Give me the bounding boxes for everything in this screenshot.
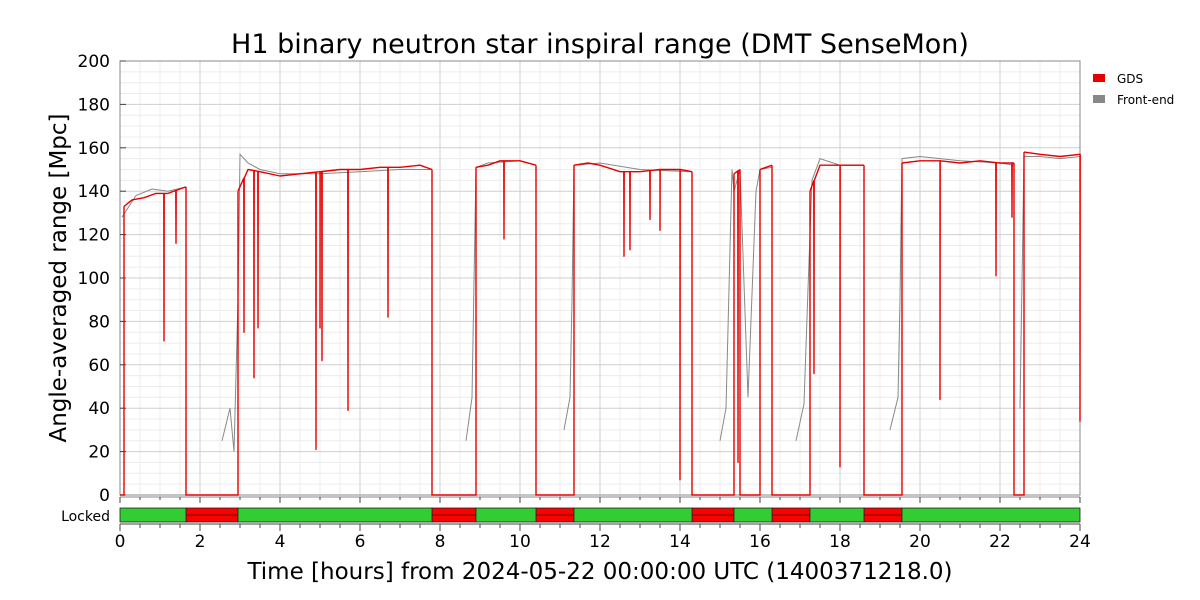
series-gds [120, 151, 1081, 496]
y-tick-label: 160 [78, 139, 110, 159]
gds-line-segment [475, 160, 537, 240]
gds-line-segment [1023, 151, 1081, 422]
gds-line-segment [901, 160, 1014, 401]
gds-dropout [1013, 152, 1025, 496]
gds-dropout [863, 163, 903, 496]
x-tick-label: 24 [1069, 532, 1091, 552]
locked-interval [733, 507, 773, 523]
locked-interval [475, 507, 537, 523]
front-end-line-segment [563, 162, 693, 430]
state-bar-label: Locked [61, 509, 110, 525]
x-tick-label: 22 [989, 532, 1011, 552]
y-tick-label: 200 [78, 52, 110, 72]
gds-dropout [185, 186, 239, 496]
front-end-line-segment [221, 153, 432, 452]
locked-interval [901, 507, 1081, 523]
legend-label-gds: GDS [1117, 72, 1143, 86]
legend-label-front-end: Front-end [1117, 93, 1174, 107]
gds-dropout [535, 165, 575, 496]
x-tick-label: 8 [435, 532, 446, 552]
gds-line-segment [809, 164, 864, 468]
gds-line-segment [237, 164, 433, 451]
legend-swatch-front-end [1093, 95, 1105, 103]
x-tick-label: 18 [829, 532, 851, 552]
gds-line-segment [733, 168, 741, 464]
locked-interval [809, 507, 865, 523]
front-end-line-segment [719, 166, 773, 441]
gds-dropout [691, 171, 735, 496]
gds-dropout [431, 167, 477, 496]
y-tick-label: 120 [78, 226, 110, 246]
x-tick-label: 20 [909, 532, 931, 552]
legend: GDS Front-end [1093, 72, 1174, 107]
y-axis-label: Angle-averaged range [Mpc] [46, 113, 72, 442]
y-tick-label: 20 [88, 443, 110, 463]
legend-swatch-gds [1093, 74, 1105, 82]
y-tick-label: 180 [78, 95, 110, 115]
front-end-line-segment [121, 186, 187, 218]
x-tick-label: 16 [749, 532, 771, 552]
x-axis-label: Time [hours] from 2024-05-22 00:00:00 UT… [246, 559, 952, 585]
chart-title: H1 binary neutron star inspiral range (D… [231, 29, 969, 60]
x-tick-label: 10 [509, 532, 531, 552]
x-tick-label: 0 [115, 532, 126, 552]
gds-line-segment [573, 162, 693, 481]
gds-start-edge [120, 206, 125, 496]
y-tick-label: 0 [99, 486, 110, 506]
locked-state-bar [119, 496, 1081, 523]
y-axis-ticks: 0 20 40 60 80 100 120 140 160 180 200 [78, 52, 126, 506]
y-tick-label: 60 [88, 356, 110, 376]
locked-interval [237, 507, 433, 523]
gds-dropout [739, 169, 761, 496]
y-tick-label: 40 [88, 399, 110, 419]
x-tick-label: 4 [275, 532, 286, 552]
y-tick-label: 140 [78, 182, 110, 202]
gds-line-segment [759, 164, 773, 171]
x-axis-ticks: 0 2 4 6 8 10 12 14 16 18 20 22 24 [115, 497, 1091, 552]
x-tick-label: 14 [669, 532, 691, 552]
locked-interval [573, 507, 693, 523]
x-tick-label: 6 [355, 532, 366, 552]
y-tick-label: 100 [78, 269, 110, 289]
y-tick-label: 80 [88, 312, 110, 332]
x-tick-label: 2 [195, 532, 206, 552]
gds-line-segment [123, 186, 187, 342]
gds-dropout [771, 165, 811, 496]
series-front-end [121, 153, 1081, 452]
front-end-line-segment [1019, 156, 1081, 409]
locked-interval [119, 507, 187, 523]
x-tick-label: 12 [589, 532, 611, 552]
